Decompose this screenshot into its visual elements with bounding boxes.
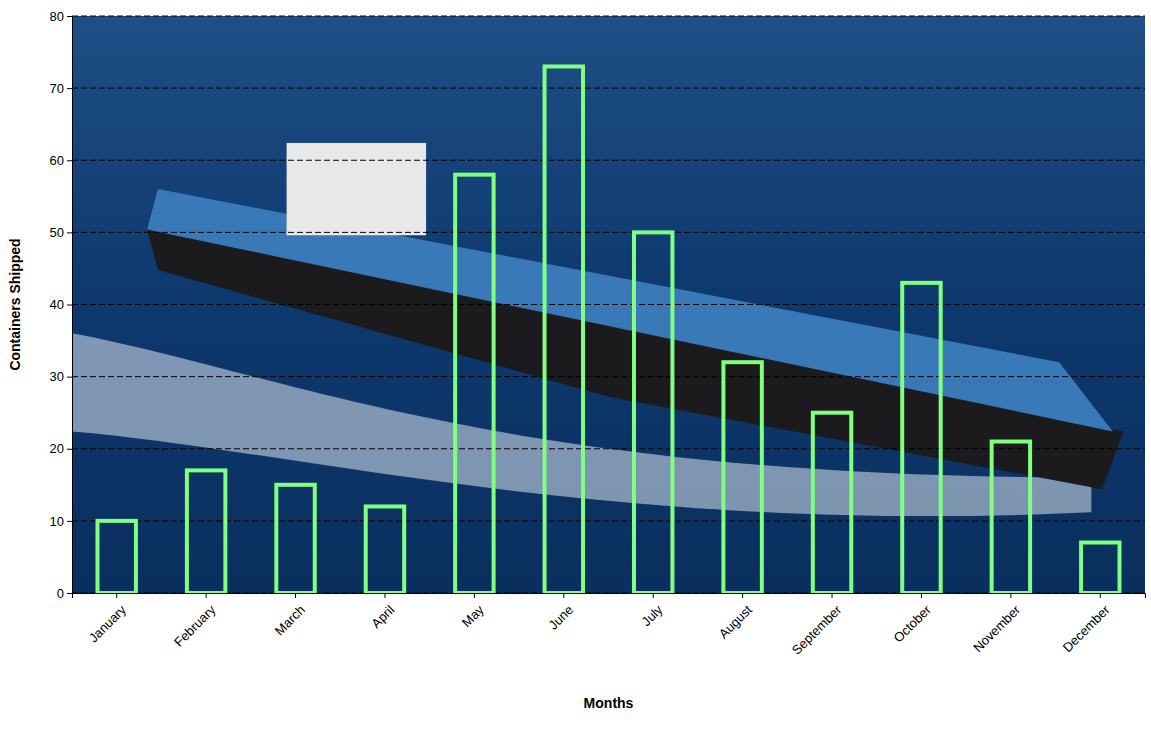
y-axis-title: Containers Shipped [7,238,23,370]
x-tick-mark [921,593,922,598]
x-tick-mark [1100,593,1101,598]
x-tick: March [272,593,308,638]
bar [545,66,583,593]
y-tick-mark [67,593,72,594]
y-tick-label: 80 [50,9,64,24]
x-tick: January [86,593,130,645]
grid-line [72,304,1145,305]
grid-line [72,232,1145,233]
x-tick-label: July [639,602,666,629]
y-tick-label: 30 [50,369,64,384]
x-axis-title: Months [584,695,634,711]
grid-line [72,160,1145,161]
grid-line [72,16,1145,17]
bar [455,175,493,593]
grid [72,16,1145,593]
y-tick: 0 [57,586,72,601]
x-axis: January February March April May June July Augu… [73,593,1146,658]
y-tick: 30 [50,369,72,384]
bar [187,470,225,593]
y-tick: 60 [50,153,72,168]
chart: 0 10 20 30 40 50 60 70 80 January February March Apr… [0,0,1151,736]
x-tick-label: October [891,602,935,646]
y-tick-label: 10 [50,514,64,529]
bar [723,362,761,593]
x-tick-label: April [368,602,397,631]
x-tick-mark [384,593,385,598]
x-tick: September [789,593,845,658]
x-tick: April [368,593,397,631]
y-tick: 20 [50,441,72,456]
y-tick-mark [67,232,72,233]
x-tick-label: January [86,602,130,646]
bar [992,442,1030,593]
x-tick-label: May [459,602,487,630]
y-tick: 80 [50,9,72,24]
x-axis-line [73,594,1146,599]
x-tick-label: August [716,602,755,641]
x-tick: July [639,593,666,629]
y-tick-label: 60 [50,153,64,168]
x-tick-label: March [272,602,308,638]
x-tick: May [459,593,487,630]
y-tick-mark [67,16,72,17]
x-tick-mark [206,593,207,598]
x-tick: June [546,593,577,633]
x-tick-label: September [789,602,845,658]
ship-bridge [287,143,426,235]
x-tick: November [970,593,1023,655]
x-tick-label: June [546,602,577,633]
x-tick-mark [1010,593,1011,598]
bar [97,521,135,593]
background [72,16,1145,593]
x-tick-label: December [1060,602,1113,655]
y-tick-label: 70 [50,81,64,96]
grid-line [72,88,1145,89]
y-tick-mark [67,160,72,161]
bar [634,232,672,593]
grid-line [72,376,1145,377]
y-tick-label: 20 [50,441,64,456]
sea [72,16,1145,593]
x-tick-mark [653,593,654,598]
bar [366,506,404,593]
y-axis: 0 10 20 30 40 50 60 70 80 [50,9,73,601]
x-tick-mark [474,593,475,598]
x-tick-mark [563,593,564,598]
x-tick-label: February [171,602,219,650]
y-tick: 70 [50,81,72,96]
x-tick-mark [742,593,743,598]
x-tick: December [1060,593,1113,655]
grid-line [72,520,1145,521]
bar [813,413,851,593]
x-tick: August [716,593,755,641]
x-tick-mark [295,593,296,598]
x-tick: February [171,593,219,650]
x-tick-mark [116,593,117,598]
x-tick-label: November [970,602,1023,655]
x-tick-mark [832,593,833,598]
y-tick-label: 40 [50,297,64,312]
y-tick-mark [67,449,72,450]
bar [1081,543,1119,593]
y-tick-mark [67,88,72,89]
bar [902,283,940,593]
y-axis-line [67,17,73,594]
y-tick: 40 [50,297,72,312]
y-tick: 10 [50,514,72,529]
x-tick: October [891,593,935,645]
y-tick-mark [67,305,72,306]
y-tick-label: 50 [50,225,64,240]
y-tick-mark [67,521,72,522]
plot: 0 10 20 30 40 50 60 70 80 January February March Apr… [50,9,1146,658]
grid-line [72,448,1145,449]
y-tick: 50 [50,225,72,240]
bar [276,485,314,593]
y-tick-mark [67,377,72,378]
bars [97,66,1119,593]
y-tick-label: 0 [57,586,64,601]
